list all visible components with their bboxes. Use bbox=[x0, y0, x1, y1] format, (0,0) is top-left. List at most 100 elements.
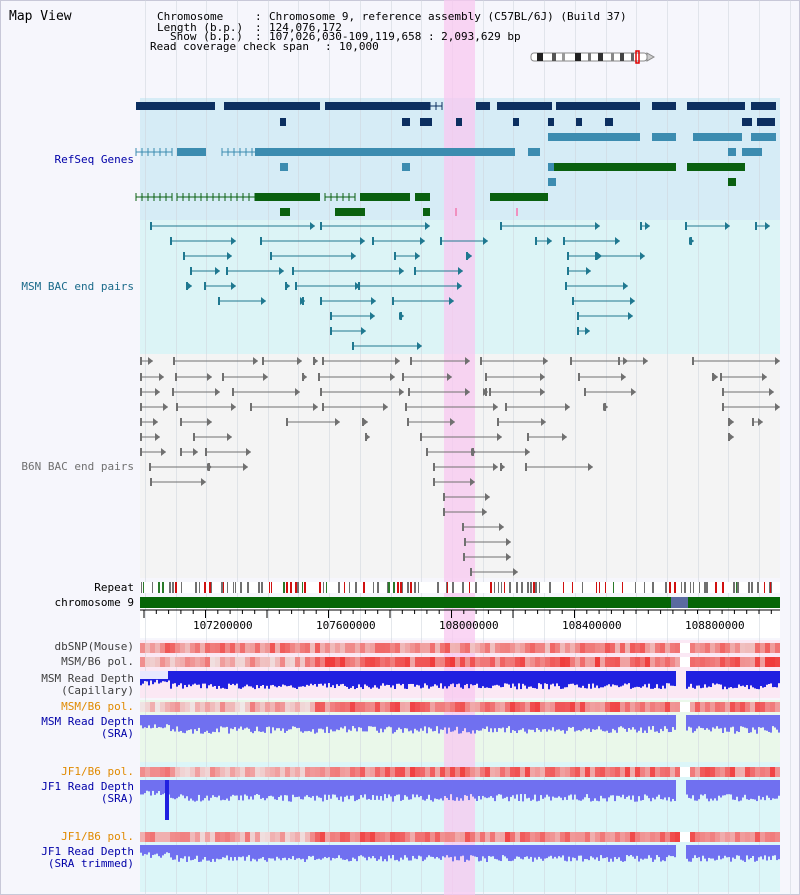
jf1-pol-trim-cell bbox=[340, 832, 345, 842]
jf1-depth-sra-bar bbox=[160, 780, 162, 795]
msm-pol-cell bbox=[515, 657, 520, 667]
jf1-depth-sra-bar bbox=[504, 780, 506, 798]
jf1-depth-sra-bar bbox=[778, 780, 780, 796]
grid-line bbox=[145, 0, 146, 895]
dbsnp-cell bbox=[250, 643, 255, 653]
jf1-pol-cell bbox=[630, 767, 635, 777]
msm-bac-pair-arrow bbox=[630, 297, 635, 305]
msm-depth-sra-bar bbox=[542, 715, 544, 730]
b6n-bac-pair-arrow bbox=[155, 388, 160, 396]
jf1-depth-sra-bar bbox=[602, 780, 604, 799]
jf1-depth-sra-bar bbox=[486, 780, 488, 799]
b6n-bac-pair-end bbox=[618, 357, 620, 365]
msm-depth-cap-bar bbox=[226, 671, 228, 689]
track-label-jf1-depth-sra-1[interactable]: JF1 Read Depth bbox=[41, 780, 134, 793]
axis-tick-label: 108400000 bbox=[562, 619, 622, 632]
jf1-pol-cell bbox=[755, 767, 760, 777]
msm-depth-cap-bar bbox=[686, 671, 688, 689]
repeat-element bbox=[175, 582, 177, 593]
b6n-bac-pair-arrow bbox=[159, 373, 164, 381]
jf1-pol-trim-cell bbox=[690, 832, 695, 842]
jf1-pol-cell bbox=[340, 767, 345, 777]
track-label-msm-pol-2[interactable]: MSM/B6 pol. bbox=[61, 700, 134, 713]
b6n-bac-pair-end bbox=[463, 553, 465, 561]
msm-depth-cap-bar bbox=[566, 671, 568, 688]
msm-pol-cell bbox=[450, 657, 455, 667]
jf1-depth-trim-bar bbox=[390, 845, 392, 859]
jf1-depth-sra-bar bbox=[270, 780, 272, 796]
dbsnp-cell bbox=[610, 643, 615, 653]
msm-depth-cap-bar bbox=[696, 671, 698, 686]
msm-pol-cell bbox=[730, 657, 735, 667]
track-label-msm-depth-sra-1[interactable]: MSM Read Depth bbox=[41, 715, 134, 728]
track-label-jf1-depth-sra-2[interactable]: (SRA) bbox=[100, 792, 134, 805]
jf1-pol-trim-cell bbox=[230, 832, 235, 842]
msm-depth-sra-bar bbox=[428, 715, 430, 728]
track-label-dbsnp[interactable]: dbSNP(Mouse) bbox=[54, 640, 134, 653]
jf1-pol-trim-cell bbox=[575, 832, 580, 842]
jf1-pol-trim-cell bbox=[585, 832, 590, 842]
jf1-pol-cell bbox=[425, 767, 430, 777]
msm-pol-cell bbox=[585, 657, 590, 667]
track-label-msm-depth-sra-2[interactable]: (SRA) bbox=[100, 727, 134, 740]
show-value: 107,026,030-109,119,658 : 2,093,629 bp bbox=[269, 30, 521, 43]
msm-pol-sra-cell bbox=[490, 702, 495, 712]
jf1-depth-sra-bar bbox=[204, 780, 206, 799]
msm-depth-cap-bar bbox=[660, 671, 662, 689]
jf1-depth-sra-bar bbox=[592, 780, 594, 801]
b6n-bac-pair-end bbox=[180, 448, 182, 456]
jf1-pol-cell bbox=[335, 767, 340, 777]
track-label-jf1-pol-2[interactable]: JF1/B6 pol. bbox=[61, 830, 134, 843]
jf1-depth-trim-bar bbox=[196, 845, 198, 856]
repeat-element bbox=[535, 582, 537, 593]
msm-depth-cap-bar bbox=[526, 671, 528, 689]
b6n-bac-pair-arrow bbox=[513, 568, 518, 576]
jf1-depth-sra-bar bbox=[586, 780, 588, 795]
jf1-depth-trim-bar bbox=[304, 845, 306, 862]
msm-pol-cell bbox=[525, 657, 530, 667]
jf1-depth-sra-bar bbox=[468, 780, 470, 801]
msm-pol-sra-cell bbox=[220, 702, 225, 712]
track-label-jf1-pol-1[interactable]: JF1/B6 pol. bbox=[61, 765, 134, 778]
jf1-depth-sra-bar bbox=[176, 780, 178, 799]
b6n-bac-pair-end bbox=[402, 373, 404, 381]
track-label-msm-bac[interactable]: MSM BAC end pairs bbox=[21, 280, 134, 293]
dbsnp-cell bbox=[540, 643, 545, 653]
b6n-bac-pair-end bbox=[172, 388, 174, 396]
msm-depth-sra-bar bbox=[528, 715, 530, 730]
b6n-bac-pair-end bbox=[462, 523, 464, 531]
msm-depth-cap-bar bbox=[448, 671, 450, 687]
b6n-bac-pair-arrow bbox=[565, 403, 570, 411]
track-label-refseq[interactable]: RefSeq Genes bbox=[54, 153, 134, 166]
track-label-msm-depth-cap-1[interactable]: MSM Read Depth bbox=[41, 672, 134, 685]
msm-depth-cap-bar bbox=[422, 671, 424, 688]
jf1-depth-sra-bar bbox=[240, 780, 242, 796]
track-label-msm-pol-1[interactable]: MSM/B6 pol. bbox=[61, 655, 134, 668]
msm-depth-sra-bar bbox=[200, 715, 202, 734]
dbsnp-cell bbox=[600, 643, 605, 653]
track-label-jf1-depth-trim-1[interactable]: JF1 Read Depth bbox=[41, 845, 134, 858]
dbsnp-cell bbox=[535, 643, 540, 653]
jf1-depth-trim-bar bbox=[528, 845, 530, 859]
refseq-gene-exon bbox=[360, 193, 410, 201]
b6n-bac-pair-arrow bbox=[497, 433, 502, 441]
jf1-depth-trim-bar bbox=[662, 845, 664, 861]
msm-bac-pair-end bbox=[270, 252, 272, 260]
refseq-gene-exon bbox=[423, 208, 430, 216]
jf1-depth-sra-bar bbox=[328, 780, 330, 795]
axis-tick-label: 108000000 bbox=[439, 619, 499, 632]
msm-depth-sra-bar bbox=[354, 715, 356, 729]
jf1-depth-trim-bar bbox=[712, 845, 714, 859]
dbsnp-cell bbox=[580, 643, 585, 653]
jf1-depth-trim-bar bbox=[202, 845, 204, 860]
track-label-jf1-depth-trim-2[interactable]: (SRA trimmed) bbox=[47, 857, 134, 870]
msm-depth-cap-bar bbox=[308, 671, 310, 686]
msm-depth-cap-bar bbox=[364, 671, 366, 685]
jf1-depth-trim-bar bbox=[452, 845, 454, 862]
jf1-depth-trim-bar bbox=[260, 845, 262, 859]
repeat-element bbox=[669, 582, 671, 593]
track-label-msm-depth-cap-2[interactable]: (Capillary) bbox=[61, 684, 134, 697]
track-label-b6n-bac[interactable]: B6N BAC end pairs bbox=[21, 460, 134, 473]
jf1-depth-trim-bar bbox=[536, 845, 538, 860]
